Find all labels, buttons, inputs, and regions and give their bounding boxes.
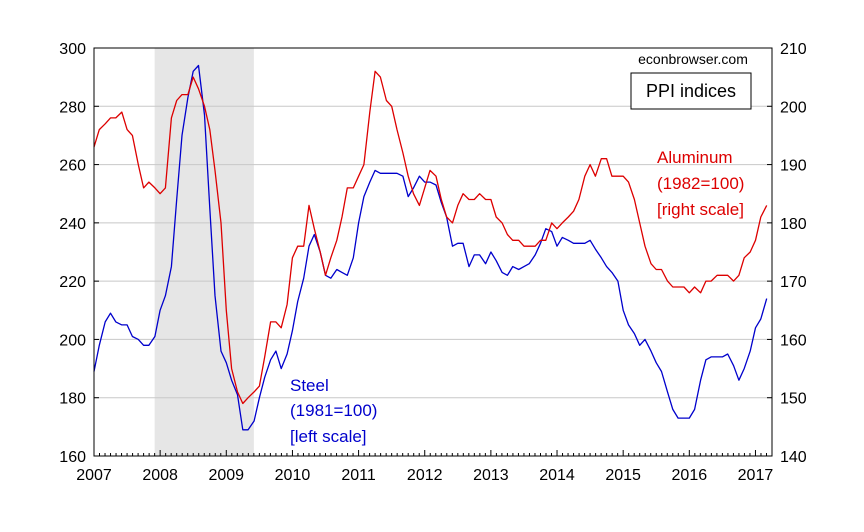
aluminum-label: Aluminum bbox=[657, 148, 733, 167]
x-tick-label: 2015 bbox=[605, 467, 641, 484]
left-tick-label: 260 bbox=[59, 158, 86, 175]
steel-annotation: Steel (1981=100) [left scale] bbox=[290, 376, 377, 446]
x-tick-label: 2017 bbox=[738, 467, 774, 484]
left-tick-label: 240 bbox=[59, 216, 86, 233]
aluminum-annotation: Aluminum (1982=100) [right scale] bbox=[657, 148, 744, 219]
x-tick-label: 2010 bbox=[275, 467, 311, 484]
title-box bbox=[630, 72, 752, 110]
right-tick-label: 210 bbox=[780, 41, 807, 58]
right-tick-label: 150 bbox=[780, 391, 807, 408]
left-tick-label: 300 bbox=[59, 41, 86, 58]
right-tick-label: 160 bbox=[780, 332, 807, 349]
left-tick-label: 200 bbox=[59, 332, 86, 349]
right-tick-label: 190 bbox=[780, 158, 807, 175]
x-tick-label: 2012 bbox=[407, 467, 443, 484]
left-tick-label: 280 bbox=[59, 99, 86, 116]
left-tick-label: 180 bbox=[59, 391, 86, 408]
left-axis: 160 180 200 220 240 260 280 300 bbox=[59, 41, 99, 466]
left-tick-label: 220 bbox=[59, 274, 86, 291]
aluminum-base-label: (1982=100) bbox=[657, 174, 744, 193]
right-tick-label: 140 bbox=[780, 449, 807, 466]
x-axis: 2007 2008 2009 2010 2011 2012 2013 2014 2015 2016… bbox=[76, 450, 773, 484]
series-lines bbox=[93, 64, 768, 431]
left-tick-label: 160 bbox=[59, 449, 86, 466]
plot-frame bbox=[93, 47, 773, 457]
chart-title: PPI indices bbox=[646, 81, 736, 101]
right-axis: 140 150 160 170 180 190 200 210 bbox=[767, 41, 807, 466]
aluminum-scale-label: [right scale] bbox=[657, 200, 744, 219]
steel-base-label: (1981=100) bbox=[290, 401, 377, 420]
x-tick-label: 2008 bbox=[142, 467, 178, 484]
right-tick-label: 180 bbox=[780, 216, 807, 233]
steel-series-line bbox=[93, 64, 768, 431]
x-tick-label: 2013 bbox=[473, 467, 509, 484]
x-tick-label: 2016 bbox=[672, 467, 708, 484]
x-tick-label: 2014 bbox=[539, 467, 575, 484]
right-tick-label: 200 bbox=[780, 99, 807, 116]
x-tick-label: 2009 bbox=[208, 467, 244, 484]
aluminum-series-line bbox=[93, 70, 768, 405]
watermark: econbrowser.com bbox=[638, 51, 748, 67]
x-tick-label: 2011 bbox=[341, 467, 376, 484]
steel-scale-label: [left scale] bbox=[290, 427, 367, 446]
x-tick-label: 2007 bbox=[76, 467, 112, 484]
steel-label: Steel bbox=[290, 376, 329, 395]
right-tick-label: 170 bbox=[780, 274, 807, 291]
